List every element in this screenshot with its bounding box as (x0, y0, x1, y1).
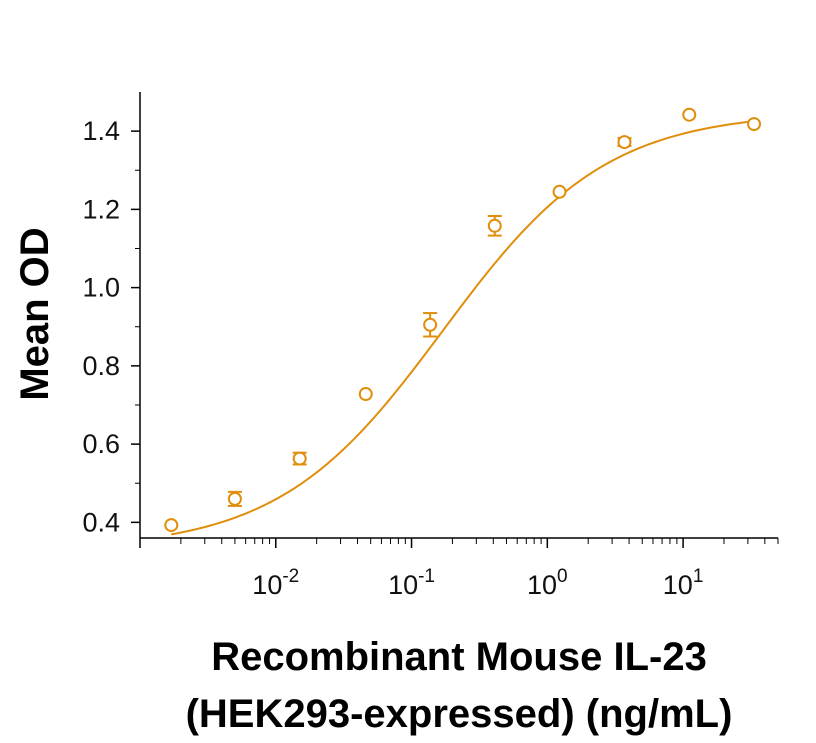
fit-curve (171, 120, 755, 536)
tick-labels-layer: 0.4 0.6 0.8 1.0 1.2 1.4 10-2 10-1 100 101 (82, 116, 703, 600)
x-tick-label: 100 (527, 566, 568, 600)
x-tick-label: 101 (663, 566, 704, 600)
data-point (423, 317, 438, 332)
data-point (292, 451, 307, 466)
axes (131, 92, 779, 548)
data-points-layer (164, 107, 762, 533)
y-tick-label: 0.6 (82, 429, 120, 459)
y-axis-title: Mean OD (13, 227, 57, 400)
data-point (682, 107, 697, 122)
x-axis-title-line-1: Recombinant Mouse IL-23 (211, 635, 707, 679)
y-tick-label: 1.2 (82, 194, 120, 224)
data-point (552, 184, 567, 199)
y-tick-label: 0.4 (82, 507, 120, 537)
data-point (164, 518, 179, 533)
data-point (227, 491, 242, 506)
fit-curve-layer (171, 120, 755, 536)
y-tick-label: 0.8 (82, 351, 120, 381)
x-tick-label: 10-1 (388, 566, 435, 600)
x-tick-label: 10-2 (252, 566, 299, 600)
data-point (747, 117, 762, 132)
y-tick-label: 1.0 (82, 273, 120, 303)
y-tick-label: 1.4 (82, 116, 120, 146)
data-point (487, 218, 502, 233)
x-axis-title-line-2: (HEK293-expressed) (ng/mL) (186, 692, 733, 736)
data-point (617, 135, 632, 150)
data-point (358, 387, 373, 402)
